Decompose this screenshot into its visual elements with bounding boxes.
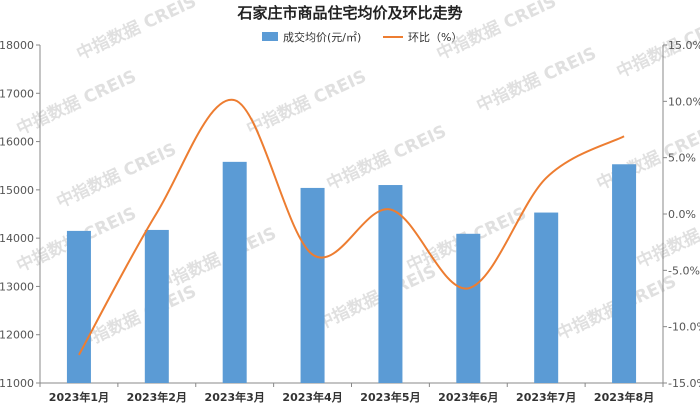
watermark-text: 中指数据 CREIS	[313, 261, 439, 335]
bar	[222, 161, 247, 383]
x-tick-label: 2023年5月	[360, 390, 420, 404]
legend-line-label: 环比（%）	[408, 31, 462, 44]
mom-line	[78, 99, 625, 356]
legend-bar-swatch	[262, 32, 278, 41]
left-tick-label: 14000	[0, 232, 34, 245]
bar	[378, 185, 403, 383]
x-tick-label: 2023年1月	[49, 390, 109, 404]
bar	[456, 233, 481, 383]
left-tick-label: 16000	[0, 136, 34, 149]
left-tick-label: 13000	[0, 280, 34, 293]
left-tick-label: 15000	[0, 184, 34, 197]
left-tick-label: 11000	[0, 377, 34, 390]
bar	[534, 212, 559, 383]
watermark-text: 中指数据 CREIS	[323, 121, 449, 195]
x-tick-label: 2023年8月	[594, 390, 654, 404]
watermark-text: 中指数据 CREIS	[73, 281, 199, 355]
x-tick-label: 2023年4月	[282, 390, 342, 404]
right-tick-label: -10.0%	[668, 321, 700, 334]
x-tick-label: 2023年3月	[205, 390, 265, 404]
right-tick-label: -15.0%	[668, 377, 700, 390]
x-tick-label: 2023年2月	[127, 390, 187, 404]
watermark-text: 中指数据 CREIS	[73, 0, 199, 65]
watermark-text: 中指数据 CREIS	[13, 66, 139, 140]
chart-title: 石家庄市商品住宅均价及环比走势	[236, 4, 462, 22]
right-tick-label: 0.0%	[668, 208, 696, 221]
bar	[66, 230, 91, 383]
x-tick-label: 2023年6月	[438, 390, 498, 404]
left-tick-label: 12000	[0, 329, 34, 342]
mom-line-path	[78, 99, 625, 356]
watermark-text: 中指数据 CREIS	[53, 139, 179, 213]
legend: 成交均价(元/㎡) 环比（%）	[262, 30, 462, 44]
right-tick-label: 10.0%	[668, 95, 700, 108]
watermark-text: 中指数据 CREIS	[473, 43, 599, 117]
bar	[144, 229, 169, 383]
right-tick-label: 5.0%	[668, 152, 696, 165]
bar	[612, 164, 637, 383]
right-tick-label: 15.0%	[668, 39, 700, 52]
right-tick-label: -5.0%	[668, 264, 700, 277]
bar	[300, 187, 325, 383]
left-tick-label: 18000	[0, 39, 34, 52]
left-tick-label: 17000	[0, 87, 34, 100]
x-tick-label: 2023年7月	[516, 390, 576, 404]
bars	[66, 161, 637, 383]
watermark-text: 中指数据 CREIS	[243, 66, 369, 140]
legend-bar-label: 成交均价(元/㎡)	[283, 30, 361, 44]
left-axis-ticks: 11000 12000 13000 14000 15000 16000 17000 18000	[0, 39, 40, 390]
x-axis-ticks: 2023年1月 2023年2月 2023年3月 2023年4月 2023年5月 2023年…	[39, 383, 664, 404]
right-axis-ticks: -15.0% -10.0% -5.0% 0.0% 5.0% 10.0% 15.0%	[663, 39, 700, 390]
watermark-text: 中指数据 CREIS	[153, 223, 279, 297]
